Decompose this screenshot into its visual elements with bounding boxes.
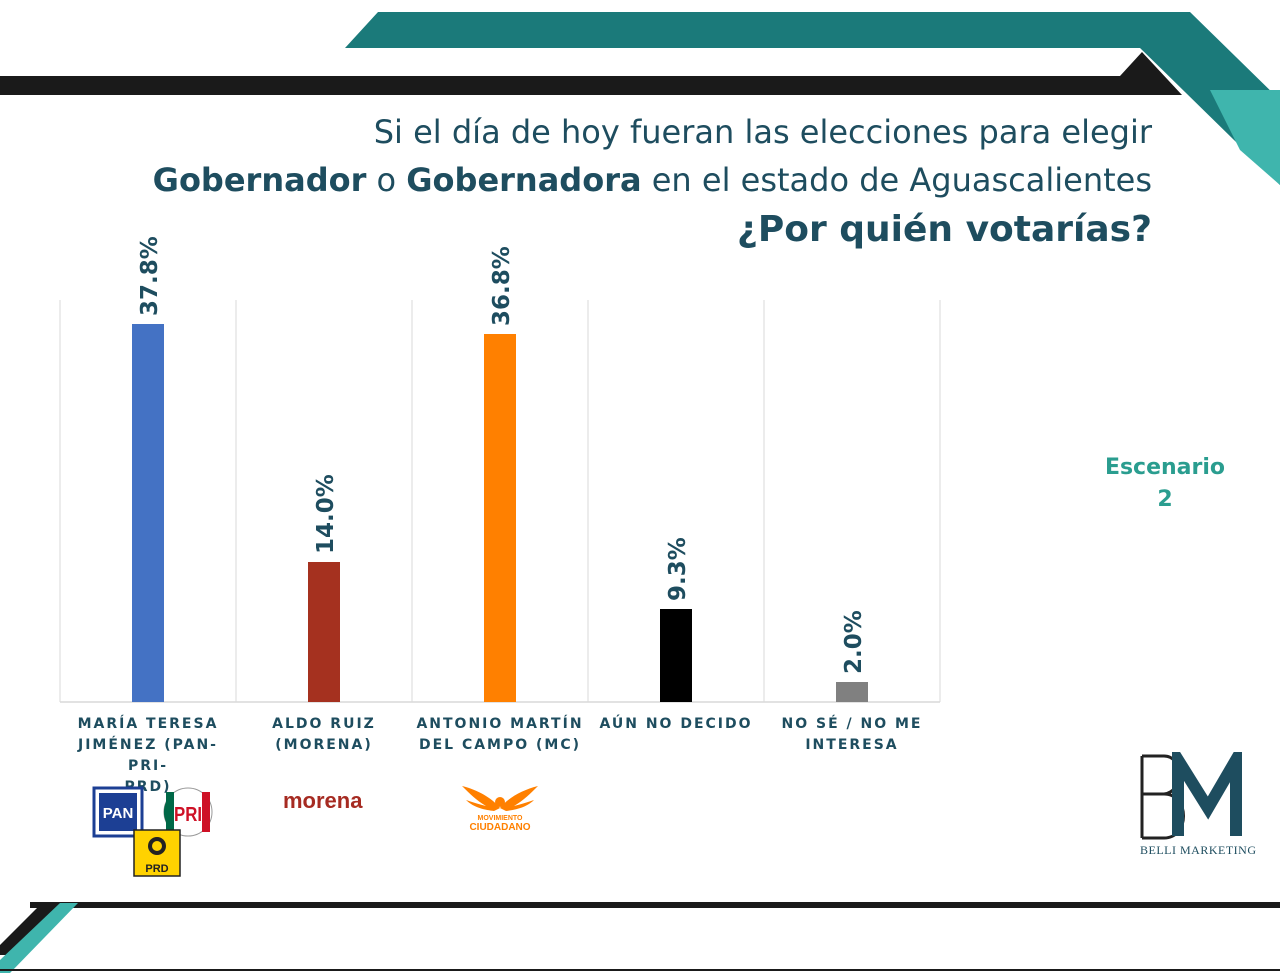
- x-category-line: NO SÉ / NO ME: [781, 716, 923, 732]
- title-rest: en el estado de Aguascalientes: [641, 161, 1152, 199]
- title-bold-gobernador: Gobernador: [152, 161, 367, 199]
- chart-value-labels: 37.8% 14.0% 36.8% 9.3% 2.0%: [137, 236, 867, 674]
- x-category-line: AÚN NO DECIDO: [599, 716, 753, 732]
- title-line-1: Si el día de hoy fueran las elecciones p…: [373, 113, 1152, 151]
- pri-logo: PRI: [163, 787, 213, 837]
- scenario-number: 2: [1157, 487, 1173, 512]
- x-category-label-2: ANTONIO MARTÍN DEL CAMPO (MC): [412, 714, 588, 756]
- bottom-dark-corner: [0, 903, 60, 955]
- x-category-line: INTERESA: [805, 737, 899, 753]
- value-label-4: 2.0%: [841, 610, 867, 674]
- title-question: ¿Por quién votarías?: [736, 209, 1152, 250]
- mc-logo: MOVIMIENTO CIUDADANO: [462, 786, 538, 833]
- chart-bars: [132, 324, 868, 702]
- bar-4: [836, 682, 868, 702]
- bar-0: [132, 324, 164, 702]
- x-category-line: (MORENA): [275, 737, 373, 753]
- brand-monogram: BM: [1188, 839, 1190, 841]
- value-label-3: 9.3%: [665, 537, 691, 601]
- scenario-text: Escenario: [1104, 455, 1226, 480]
- value-label-2: 36.8%: [489, 246, 515, 326]
- mc-logo-line2: CIUDADANO: [469, 822, 530, 833]
- prd-logo: PRD: [133, 829, 181, 877]
- pri-logo-text: PRI: [174, 804, 202, 826]
- title-mid: o: [366, 161, 407, 199]
- pan-logo-text: PAN: [103, 805, 134, 822]
- chart-title: Si el día de hoy fueran las elecciones p…: [152, 108, 1152, 256]
- mc-logo-line1: MOVIMIENTO: [478, 815, 524, 822]
- x-category-label-4: NO SÉ / NO ME INTERESA: [764, 714, 940, 756]
- value-label-1: 14.0%: [313, 474, 339, 554]
- bottom-teal-corner: [0, 903, 78, 973]
- bottom-dark-line: [30, 902, 1280, 908]
- brand-name: BELLI MARKETING: [1140, 843, 1257, 857]
- x-category-line: JIMÉNEZ (PAN-PRI-: [78, 737, 218, 774]
- top-teal-light-band: [1210, 90, 1280, 185]
- x-category-line: ALDO RUIZ: [272, 716, 376, 732]
- x-category-label-3: AÚN NO DECIDO: [588, 714, 764, 735]
- bar-3: [660, 609, 692, 702]
- x-category-line: ANTONIO MARTÍN: [416, 716, 584, 732]
- morena-logo: morena: [283, 788, 363, 813]
- value-label-0: 37.8%: [137, 236, 163, 316]
- x-category-line: MARÍA TERESA: [77, 716, 219, 732]
- bar-2: [484, 334, 516, 702]
- top-dark-band: [0, 52, 1182, 95]
- scenario-label: Escenario 2: [1090, 452, 1240, 516]
- x-category-label-1: ALDO RUIZ (MORENA): [236, 714, 412, 756]
- belli-marketing-logo: BM: [1140, 752, 1242, 841]
- prd-logo-text: PRD: [145, 863, 168, 875]
- x-category-line: DEL CAMPO (MC): [418, 737, 582, 753]
- top-teal-band: [345, 12, 1280, 185]
- title-bold-gobernadora: Gobernadora: [406, 161, 642, 199]
- pan-logo: PAN: [92, 786, 144, 838]
- bar-1: [308, 562, 340, 702]
- title-line-2: Gobernador o Gobernadora en el estado de…: [152, 156, 1152, 204]
- pan-pri-prd-logos: PAN PRI PRD: [92, 786, 213, 877]
